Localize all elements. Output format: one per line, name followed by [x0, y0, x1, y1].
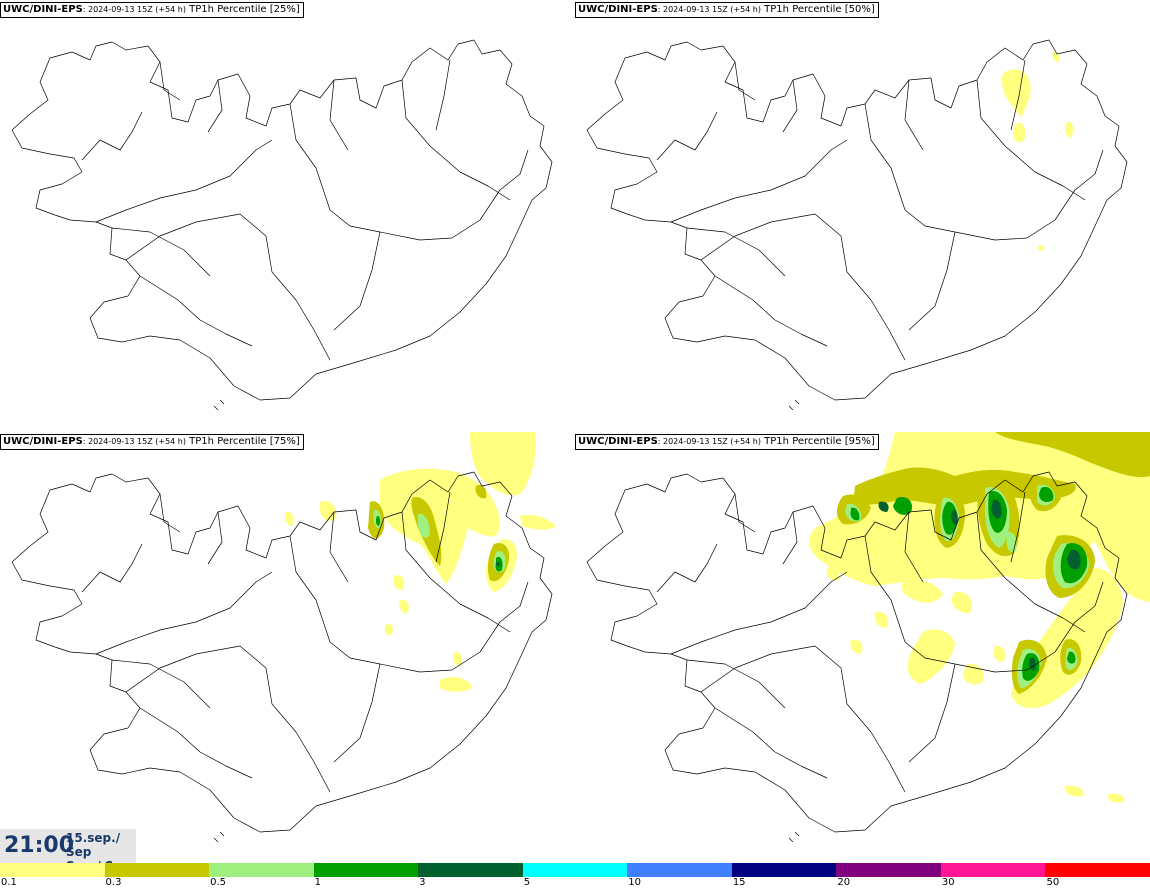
map-panel-p50: UWC/DINI-EPS: 2024-09-13 15Z (+54 h) TP1…: [575, 0, 1150, 432]
field-name: TP1h Percentile [95%]: [764, 436, 875, 447]
field-name: TP1h Percentile [50%]: [764, 4, 875, 15]
color-scale-segment: [313, 863, 419, 877]
model-name: UWC/DINI-EPS: [3, 4, 83, 15]
color-scale-tick-label: 10: [628, 877, 641, 888]
iceland-map: [586, 39, 1128, 411]
precip-shading: [1001, 51, 1074, 251]
color-scale-tick-label: 0.5: [210, 877, 226, 888]
valid-date-line1: 15.sep./ Sep: [66, 831, 121, 859]
field-name: TP1h Percentile [75%]: [189, 436, 300, 447]
color-scale-tick-label: 1: [314, 877, 321, 888]
color-scale-segment: [0, 863, 106, 877]
color-scale-segment: [940, 863, 1046, 877]
color-scale-tick-label: 50: [1046, 877, 1060, 888]
color-scale-segment: [836, 863, 942, 877]
color-scale-tick-label: 20: [837, 877, 851, 888]
color-scale-segment: [731, 863, 837, 877]
color-scale-segment: [1045, 863, 1150, 877]
precip-shading: [809, 432, 1150, 803]
color-scale-segment: [209, 863, 315, 877]
valid-time: 21:00: [4, 833, 75, 858]
color-scale-segment: [627, 863, 733, 877]
iceland-map: [11, 432, 556, 843]
color-scale-segment: [104, 863, 210, 877]
run-info: : 2024-09-13 15Z (+54 h): [82, 437, 186, 446]
precip-color-scale: [0, 863, 1150, 877]
color-scale-segment: [522, 863, 628, 877]
model-name: UWC/DINI-EPS: [3, 436, 83, 447]
panel-title: UWC/DINI-EPS: 2024-09-13 15Z (+54 h) TP1…: [0, 2, 304, 18]
color-scale-tick-label: 5: [523, 877, 531, 888]
model-name: UWC/DINI-EPS: [578, 4, 658, 15]
iceland-map: [586, 432, 1150, 843]
map-panel-p25: UWC/DINI-EPS: 2024-09-13 15Z (+54 h) TP1…: [0, 0, 575, 432]
panel-title: UWC/DINI-EPS: 2024-09-13 15Z (+54 h) TP1…: [0, 434, 304, 450]
color-scale-tick-label: 0.3: [105, 877, 122, 888]
color-scale-tick-label: 30: [941, 877, 955, 888]
valid-time-box: 21:00 15.sep./ Sep Sun./ Sun: [0, 829, 136, 873]
iceland-map: [11, 39, 553, 411]
color-scale-segment: [418, 863, 524, 877]
model-name: UWC/DINI-EPS: [578, 436, 658, 447]
run-info: : 2024-09-13 15Z (+54 h): [82, 5, 186, 14]
map-panel-p95: UWC/DINI-EPS: 2024-09-13 15Z (+54 h) TP1…: [575, 432, 1150, 864]
map-panel-p75: UWC/DINI-EPS: 2024-09-13 15Z (+54 h) TP1…: [0, 432, 575, 864]
field-name: TP1h Percentile [25%]: [189, 4, 300, 15]
color-scale-tick-label: 0.1: [1, 877, 17, 888]
panel-title: UWC/DINI-EPS: 2024-09-13 15Z (+54 h) TP1…: [575, 434, 879, 450]
run-info: : 2024-09-13 15Z (+54 h): [657, 5, 761, 14]
precip-shading: [285, 432, 556, 692]
color-scale-tick-label: 3: [419, 877, 426, 888]
panel-title: UWC/DINI-EPS: 2024-09-13 15Z (+54 h) TP1…: [575, 2, 879, 18]
run-info: : 2024-09-13 15Z (+54 h): [657, 437, 761, 446]
color-scale-tick-label: 15: [732, 877, 746, 888]
